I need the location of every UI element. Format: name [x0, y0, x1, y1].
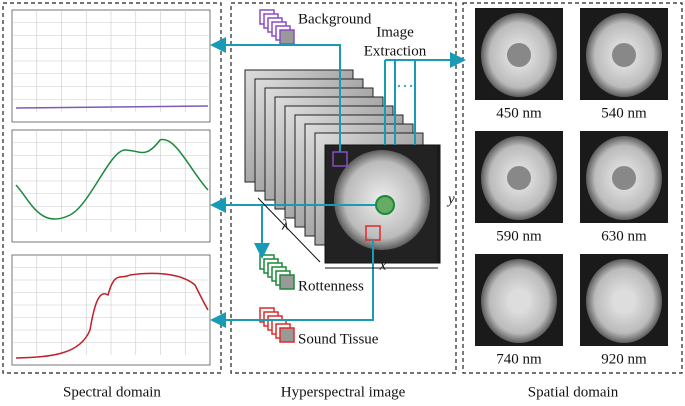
spectrum-curve	[15, 138, 209, 220]
extraction-label: Extraction	[364, 43, 427, 59]
wavelength-label: 540 nm	[601, 105, 647, 121]
rot-spot	[507, 43, 531, 67]
sound-tissue-label: Sound Tissue	[298, 331, 379, 347]
y-label: y	[446, 191, 455, 207]
ellipsis: ···	[396, 76, 414, 96]
rot-region	[375, 195, 395, 215]
image-stack	[210, 9, 466, 343]
caption: Hyperspectral image	[281, 384, 406, 400]
wavelength-label: 590 nm	[496, 228, 542, 244]
spectral-panel	[2, 2, 222, 374]
hyperspectral-panel	[230, 2, 457, 374]
spectral-plot	[11, 254, 211, 366]
rot-spot	[507, 166, 531, 190]
rot-spot	[507, 289, 531, 313]
caption: Spatial domain	[528, 384, 619, 400]
pixel-cube	[279, 29, 295, 45]
wavelength-label: 630 nm	[601, 228, 647, 244]
spectral-plots	[11, 9, 211, 366]
rot-spot	[612, 166, 636, 190]
connector	[384, 60, 416, 145]
axis-arrow	[257, 145, 439, 269]
wavelength-label: 920 nm	[601, 351, 647, 367]
wavelength-label: 450 nm	[496, 105, 542, 121]
rot-spot	[612, 43, 636, 67]
background-label: Background	[298, 11, 372, 27]
connector	[292, 240, 374, 321]
spatial-images: 450 nm 540 nm 590 nm 630 nm 740 nm 920 nm	[475, 8, 668, 367]
caption: Spectral domain	[63, 384, 161, 400]
spectral-plot	[11, 9, 211, 123]
rottenness-label: Rottenness	[298, 278, 364, 294]
x-label: x	[379, 257, 387, 273]
spectral-plot	[11, 129, 211, 243]
pixel-cube	[279, 327, 295, 343]
wavelength-label: 740 nm	[496, 351, 542, 367]
image-label: Image	[376, 24, 414, 40]
spectrum-curve	[15, 105, 209, 109]
lambda-label: λ	[281, 217, 289, 233]
connector	[292, 44, 341, 152]
rot-spot	[612, 289, 636, 313]
pixel-cube	[279, 274, 295, 290]
spectrum-curve	[15, 272, 209, 359]
